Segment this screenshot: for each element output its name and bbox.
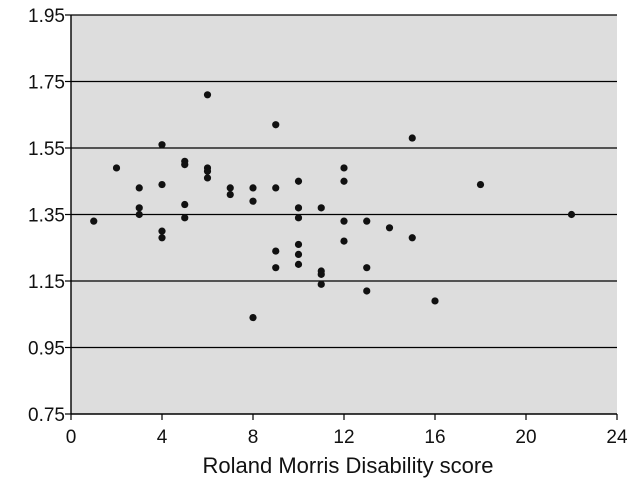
data-point <box>317 204 325 212</box>
x-tick-label: 16 <box>424 427 445 448</box>
data-point <box>363 264 371 272</box>
data-point <box>158 180 166 189</box>
data-point <box>272 247 280 255</box>
x-tick-labels: 0 4 8 12 16 20 24 <box>66 427 628 448</box>
y-tick-label: 1.15 <box>28 272 65 293</box>
data-point <box>363 217 371 225</box>
data-point <box>226 190 234 199</box>
data-point <box>431 297 439 305</box>
data-point <box>181 200 189 209</box>
data-point <box>385 224 394 232</box>
y-tick-label: 0.75 <box>28 405 65 426</box>
data-point <box>135 184 143 192</box>
data-point <box>294 177 303 185</box>
x-tick-label: 4 <box>157 427 168 448</box>
data-point <box>203 167 212 175</box>
data-point <box>135 210 143 219</box>
data-point <box>340 177 348 185</box>
x-tick-label: 12 <box>333 427 354 448</box>
y-tick-label: 1.35 <box>28 206 65 227</box>
data-point <box>181 214 189 222</box>
data-point <box>249 197 257 205</box>
data-point <box>567 210 576 219</box>
y-tick-label: 1.75 <box>28 73 65 94</box>
y-tick-labels: 0.75 0.95 1.15 1.35 1.55 1.75 1.95 <box>28 6 65 426</box>
data-point <box>272 184 280 192</box>
data-point <box>272 121 280 129</box>
data-point <box>317 280 325 288</box>
data-point <box>476 180 485 189</box>
x-tick-label: 0 <box>66 427 77 448</box>
data-point <box>90 217 98 225</box>
data-point <box>294 250 303 258</box>
data-point <box>203 174 212 182</box>
data-point <box>340 237 348 245</box>
data-point <box>272 264 280 272</box>
data-point <box>203 91 212 99</box>
data-point <box>112 164 121 172</box>
data-point <box>249 184 257 192</box>
data-point <box>408 234 416 242</box>
data-point <box>363 287 371 295</box>
data-point <box>158 234 166 242</box>
data-point <box>135 204 143 212</box>
data-point <box>294 204 303 212</box>
data-point <box>158 227 166 235</box>
data-point <box>158 141 166 149</box>
data-point <box>294 214 303 222</box>
x-tick-label: 20 <box>515 427 536 448</box>
y-tick-label: 1.55 <box>28 139 65 160</box>
x-axis-title: Roland Morris Disability score <box>203 453 494 478</box>
data-point <box>317 270 325 278</box>
y-tick-label: 0.95 <box>28 339 65 360</box>
y-tick-label: 1.95 <box>28 6 65 27</box>
data-point <box>340 164 348 172</box>
data-point <box>294 240 303 249</box>
x-tick-label: 24 <box>606 427 628 448</box>
data-point <box>408 134 416 142</box>
data-point <box>226 184 234 192</box>
data-point <box>249 313 257 322</box>
data-point <box>340 217 348 225</box>
data-point <box>294 260 303 268</box>
data-point <box>181 161 189 169</box>
data-points <box>90 91 576 322</box>
axes <box>65 14 618 420</box>
x-tick-label: 8 <box>248 427 259 448</box>
